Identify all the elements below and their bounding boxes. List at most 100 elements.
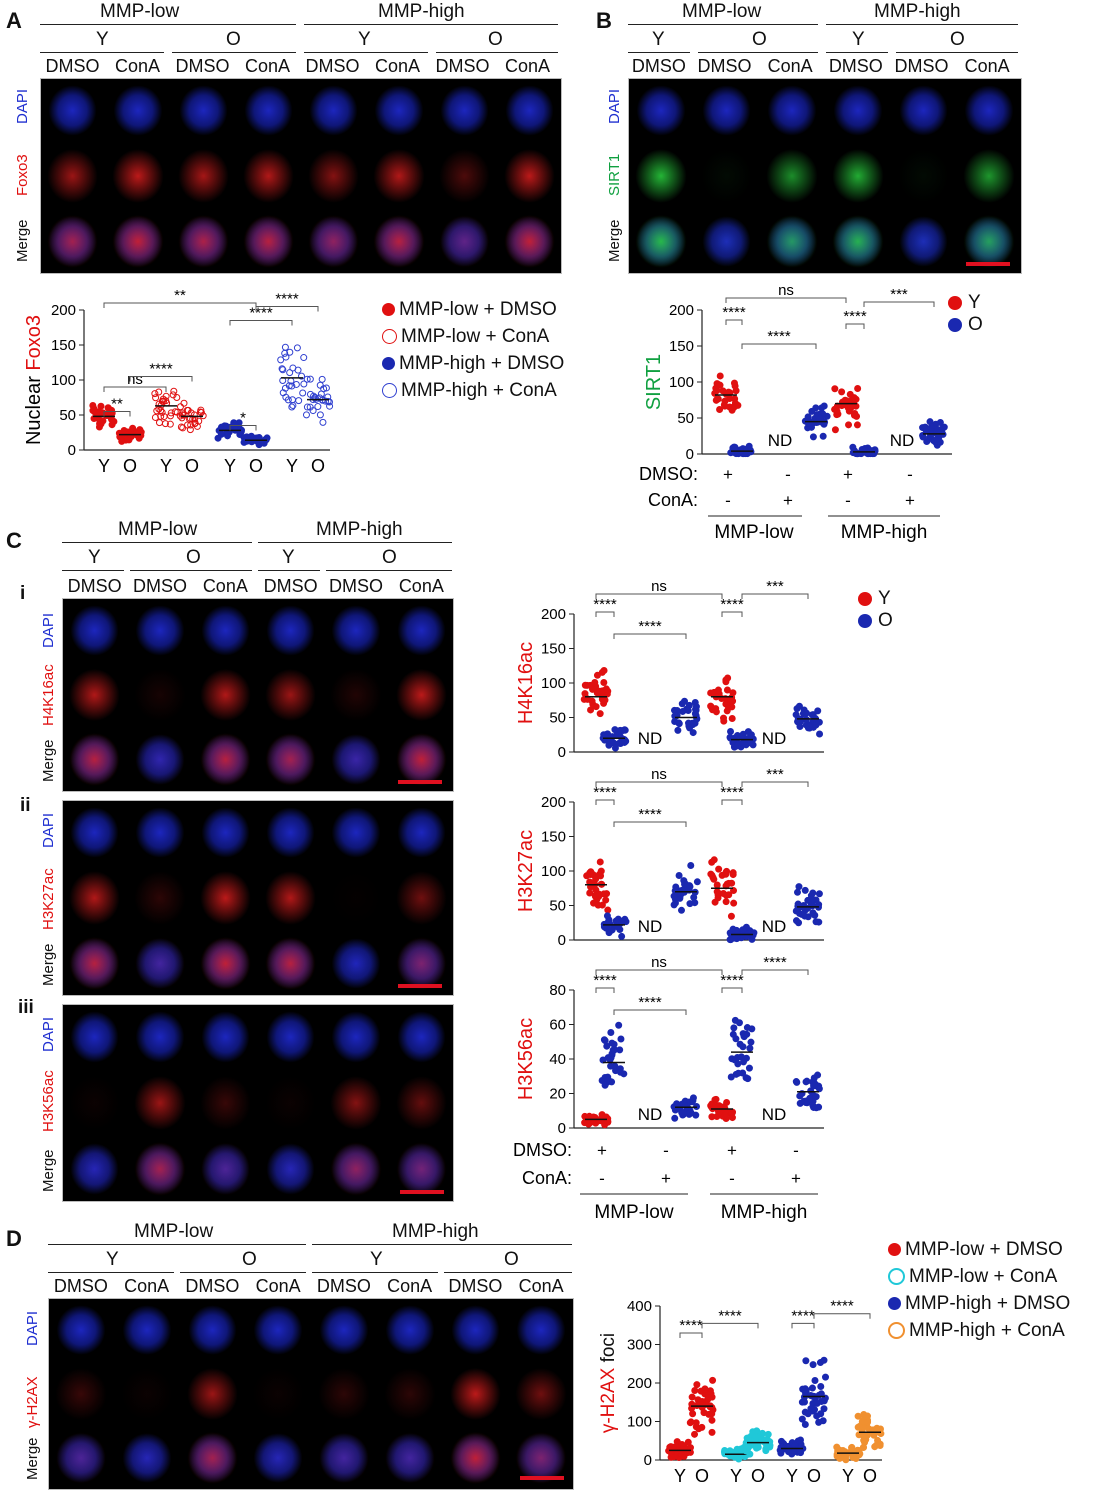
c1-point: [808, 711, 816, 719]
c2-point: [728, 879, 736, 887]
c2-point: [798, 910, 806, 918]
c2-sig-label: ***: [766, 766, 784, 783]
b-cell: [891, 144, 956, 208]
c-cona-mark: -: [729, 1169, 735, 1188]
d-cell: [377, 1299, 442, 1361]
c1-point: [707, 702, 715, 710]
a-sig-bracket: [103, 302, 257, 308]
a-cell: [171, 209, 235, 273]
a-age-4: O: [488, 29, 503, 50]
b-legend-marker: [948, 296, 962, 310]
c3-point: [731, 1056, 739, 1064]
c3-point: [603, 1042, 611, 1050]
c-iii-cell: [258, 1137, 323, 1201]
c3-point: [746, 1044, 754, 1052]
b-condition-5: DMSO: [894, 56, 949, 76]
a-point: [306, 403, 314, 411]
c-iii-cell: [128, 1137, 192, 1201]
c-ii-cell: [324, 866, 388, 930]
c2-point: [715, 890, 723, 898]
d-cell: [180, 1299, 245, 1361]
d-group-high: MMP-high: [392, 1221, 479, 1242]
b-cell: [760, 144, 824, 208]
b-cona-mark: +: [905, 491, 915, 510]
c3-sig-label: ****: [763, 954, 787, 971]
c2-point: [812, 918, 820, 926]
d-point: [856, 1422, 864, 1430]
c1-point: [729, 697, 737, 705]
c-iii-cell: [128, 1005, 192, 1069]
d-point: [864, 1412, 872, 1420]
c1-nd-label: ND: [638, 729, 663, 748]
c2-point: [583, 872, 591, 880]
d-cell: [180, 1363, 245, 1425]
c1-point: [689, 729, 697, 737]
c-dmso-row-label: DMSO:: [513, 1140, 572, 1160]
a-condition-6: ConA: [374, 56, 421, 76]
c2-y-label: H3K27ac: [515, 830, 537, 912]
c2-point: [809, 902, 817, 910]
b-legend-item: O: [948, 314, 983, 336]
c2-sig-label: ****: [638, 806, 662, 823]
c1-nd-label: ND: [762, 729, 787, 748]
a-point: [224, 432, 232, 440]
c3-point: [730, 1024, 738, 1032]
d-legend-marker: [888, 1322, 905, 1339]
d-x-tick-label: Y: [674, 1466, 686, 1486]
d-point: [709, 1376, 717, 1384]
a-point: [306, 390, 314, 398]
c-iii-cell: [193, 1137, 257, 1201]
c-cona-mark: -: [599, 1169, 605, 1188]
c-condition-6: ConA: [398, 576, 444, 596]
a-point: [281, 343, 289, 351]
d-cell: [246, 1427, 310, 1489]
a-legend-item: MMP-high + DMSO: [382, 350, 564, 377]
d-rule-o2: [444, 1272, 572, 1273]
d-legend-item: MMP-high + ConA: [888, 1317, 1070, 1344]
c2-y-tick-label: 100: [541, 863, 566, 880]
c-ii-cell: [389, 866, 453, 930]
a-sig-label: ****: [149, 361, 173, 378]
b-point: [742, 448, 750, 456]
c1-point: [681, 697, 689, 705]
c3-point: [732, 1035, 740, 1043]
c1-point: [723, 686, 731, 694]
b-sig-label: ***: [890, 286, 908, 303]
c-iii-cell: [193, 1005, 257, 1069]
d-cell: [49, 1427, 113, 1489]
a-point: [231, 421, 239, 429]
b-nd-label: ND: [890, 431, 915, 450]
a-point: [298, 372, 306, 380]
c-ii-cell: [258, 866, 323, 930]
d-point: [815, 1391, 823, 1399]
b-rule-y2: [826, 52, 888, 53]
d-sig-bracket: [813, 1313, 871, 1319]
c2-point: [586, 889, 594, 897]
a-legend-label: MMP-high + DMSO: [399, 352, 565, 374]
d-sig-label: ****: [791, 1307, 815, 1324]
c3-point: [615, 1021, 623, 1029]
c3-point: [617, 1035, 625, 1043]
b-group-label-high: MMP-high: [841, 522, 928, 543]
c-legend-marker: [858, 614, 872, 628]
c-dmso-mark: +: [727, 1141, 737, 1160]
c-ii-row-h3k27ac: H3K27ac: [40, 868, 57, 930]
a-cell: [367, 79, 431, 143]
a-x-tick-label: O: [311, 456, 325, 476]
c2-point: [815, 890, 823, 898]
d-point: [877, 1425, 885, 1433]
d-point: [746, 1450, 754, 1458]
d-cell: [246, 1363, 310, 1425]
a-point: [243, 433, 251, 441]
c2-point: [715, 865, 723, 873]
c3-point: [607, 1029, 615, 1037]
a-point: [284, 396, 292, 404]
b-group-low: MMP-low: [682, 1, 762, 22]
b-cona-mark: -: [725, 491, 731, 510]
b-age-3: Y: [852, 29, 865, 50]
a-micrograph-grid: [40, 78, 562, 274]
c3-point: [708, 1113, 716, 1121]
a-x-tick-label: O: [185, 456, 199, 476]
